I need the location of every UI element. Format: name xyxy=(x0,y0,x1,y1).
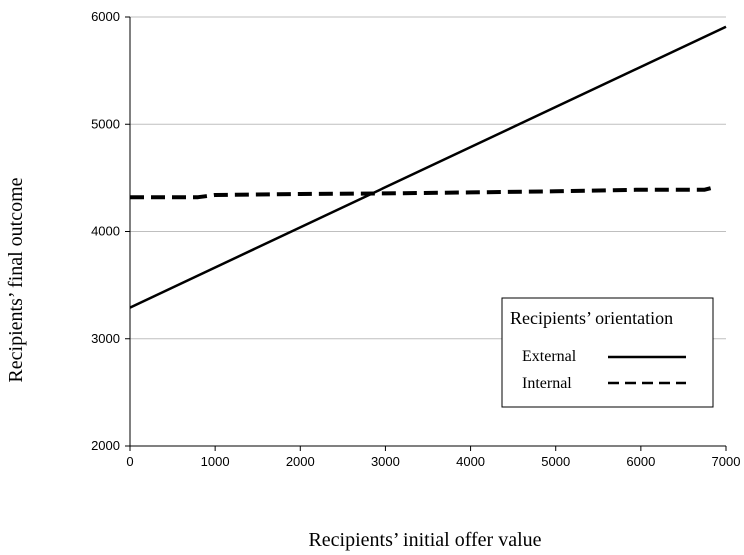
x-tick-label-1000: 1000 xyxy=(201,454,230,469)
x-tick-label-7000: 7000 xyxy=(712,454,741,469)
legend-box xyxy=(501,297,714,408)
x-tick-label-4000: 4000 xyxy=(456,454,485,469)
legend-title: Recipients’ orientation xyxy=(510,308,673,328)
tick-labels: 2000 3000 4000 5000 6000 0 1000 2000 3000 4000 500… xyxy=(91,9,740,469)
x-tick-label-2000: 2000 xyxy=(286,454,315,469)
legend-label-internal: Internal xyxy=(522,375,572,392)
series-line-external xyxy=(129,25,727,309)
y-axis-title: Recipients’ final outcome xyxy=(5,177,27,382)
y-tick-label-4000: 4000 xyxy=(91,224,120,239)
x-tick-label-5000: 5000 xyxy=(541,454,570,469)
x-tick-label-6000: 6000 xyxy=(626,454,655,469)
y-tick-label-3000: 3000 xyxy=(91,331,120,346)
x-axis-title: Recipients’ initial offer value xyxy=(308,529,541,551)
legend: Recipients’ orientation External Interna… xyxy=(501,297,714,408)
series-lines xyxy=(129,25,727,309)
x-tick-label-3000: 3000 xyxy=(371,454,400,469)
y-tick-label-6000: 6000 xyxy=(91,9,120,24)
gridlines xyxy=(130,16,726,340)
series-line-internal xyxy=(130,185,714,200)
x-tick-label-0: 0 xyxy=(126,454,133,469)
y-tick-label-2000: 2000 xyxy=(91,438,120,453)
y-tick-label-5000: 5000 xyxy=(91,116,120,131)
axes xyxy=(125,16,727,451)
legend-label-external: External xyxy=(522,348,577,365)
